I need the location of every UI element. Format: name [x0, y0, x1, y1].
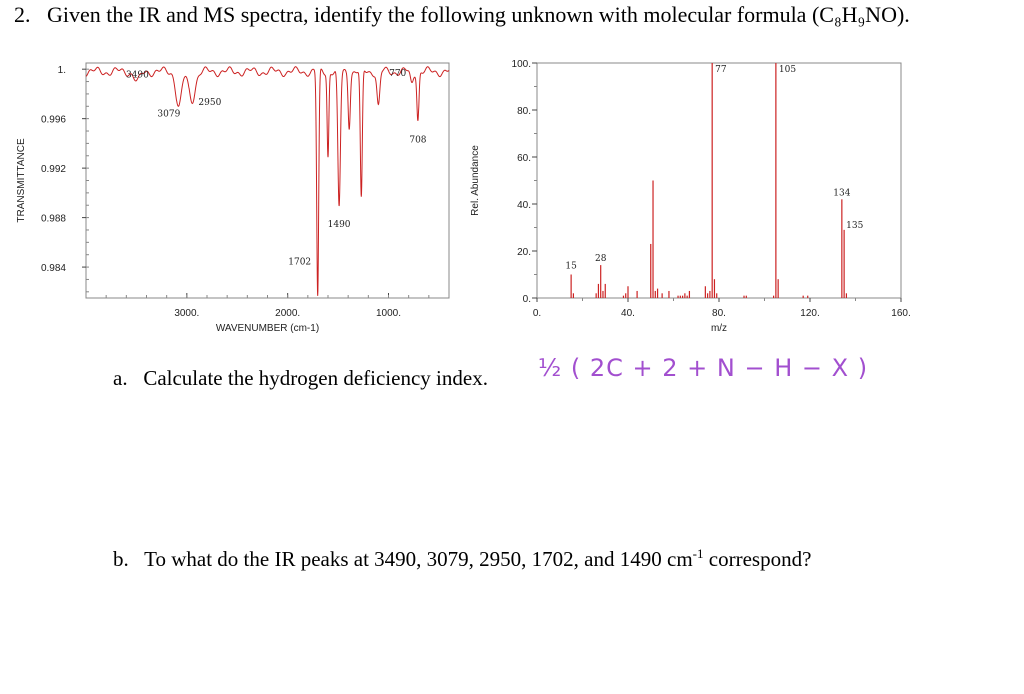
ir-spectrum-trace: [85, 66, 450, 296]
ir-peak-label: 1490: [328, 220, 351, 230]
ir-y-tick-label: 0.992: [41, 164, 66, 175]
ir-peak-label: 3490: [126, 71, 149, 81]
ir-x-tick-label: 2000.: [275, 308, 300, 319]
ir-peak-label: 3079: [157, 109, 180, 119]
ir-y-tick-label: 0.996: [41, 115, 66, 126]
part-b-question: b. To what do the IR peaks at 3490, 3079…: [113, 546, 811, 572]
ms-x-tick-label: 80.: [712, 308, 726, 319]
ms-peak-label: 105: [779, 65, 796, 75]
ir-peak-label: 1702: [288, 258, 311, 268]
ms-x-tick-label: 160.: [891, 308, 910, 319]
ir-y-tick-label: 0.984: [41, 263, 66, 274]
part-b-text-after: correspond?: [703, 547, 812, 571]
ir-y-axis-title: TRANSMITTANCE: [16, 138, 27, 223]
ms-y-tick-label: 40.: [517, 200, 531, 211]
part-a-label: a.: [113, 366, 128, 390]
ir-peak-label: 2950: [198, 98, 221, 108]
part-b-superscript: -1: [692, 546, 704, 561]
part-b-label: b.: [113, 547, 129, 571]
ms-y-tick-label: 60.: [517, 153, 531, 164]
ms-peak-label: 28: [595, 254, 607, 264]
ms-peak-label: 134: [833, 188, 850, 198]
question-title: 2. Given the IR and MS spectra, identify…: [14, 2, 910, 28]
ir-x-axis-title: WAVENUMBER (cm-1): [216, 323, 319, 334]
ms-peak-label: 77: [715, 65, 727, 75]
ms-y-axis-title: Rel. Abundance: [470, 145, 481, 216]
ms-x-tick-label: 120.: [800, 308, 819, 319]
ir-y-tick-label: 0.988: [41, 214, 66, 225]
question-number: 2.: [14, 2, 31, 27]
ms-y-tick-label: 80.: [517, 106, 531, 117]
ir-plot-frame: [85, 62, 450, 299]
ms-peak-label: 135: [846, 221, 863, 231]
ms-x-tick-label: 0.: [533, 308, 541, 319]
part-a-question: a. Calculate the hydrogen deficiency ind…: [113, 366, 488, 391]
handwritten-note: ½ ( 2C + 2 + N − H − X ): [538, 354, 869, 382]
ir-peak-label: 770: [389, 69, 406, 79]
ms-peak-label: 15: [565, 262, 577, 272]
ir-peak-label: 708: [409, 136, 426, 146]
ms-plot-frame: [536, 62, 902, 299]
ir-y-tick-label: 1.: [58, 65, 66, 76]
ir-x-tick-label: 1000.: [376, 308, 401, 319]
ms-y-tick-label: 20.: [517, 247, 531, 258]
ms-x-tick-label: 40.: [621, 308, 635, 319]
ms-x-axis-title: m/z: [711, 323, 727, 334]
question-text: Given the IR and MS spectra, identify th…: [47, 2, 910, 27]
part-b-text: To what do the IR peaks at 3490, 3079, 2…: [144, 547, 693, 571]
ir-x-tick-label: 3000.: [174, 308, 199, 319]
ms-y-tick-label: 0.: [523, 294, 531, 305]
ms-y-tick-label: 100.: [512, 59, 531, 70]
part-a-text: Calculate the hydrogen deficiency index.: [143, 366, 488, 390]
